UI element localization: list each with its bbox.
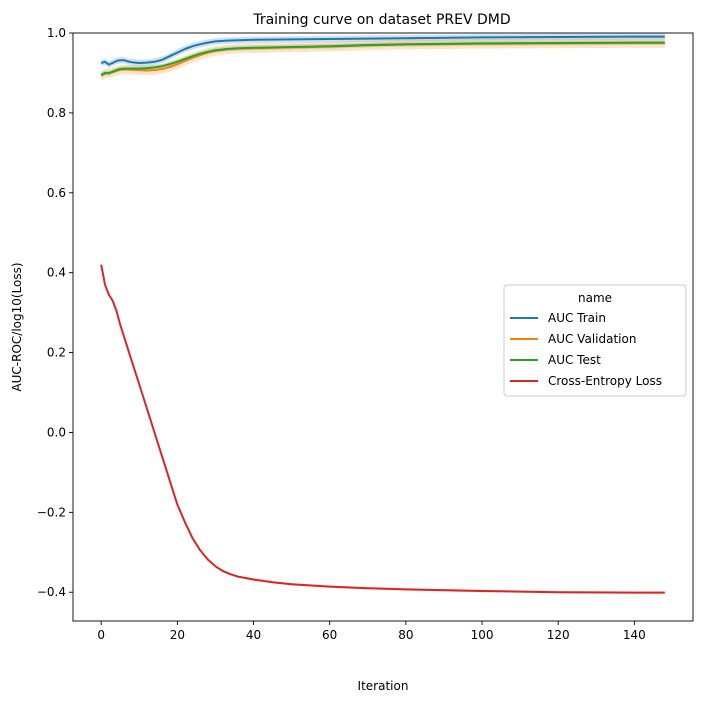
legend-items: AUC Train AUC Validation AUC Test Cross-Ent… bbox=[510, 311, 662, 388]
y-tick-label: 0.2 bbox=[47, 346, 66, 360]
x-tick-label: 40 bbox=[246, 628, 261, 642]
legend-label-auc-validation: AUC Validation bbox=[548, 332, 636, 346]
y-tick-label: 0.6 bbox=[47, 186, 66, 200]
y-tick-label: 0.8 bbox=[47, 106, 66, 120]
plot-area-frame bbox=[72, 32, 694, 622]
legend: name AUC Train AUC Validation AUC Test Cros… bbox=[503, 284, 687, 397]
y-tick-label: 0.4 bbox=[47, 266, 66, 280]
legend-label-cross-entropy-loss: Cross-Entropy Loss bbox=[548, 374, 662, 388]
y-tick-label: 1.0 bbox=[47, 26, 66, 40]
x-tick-label: 60 bbox=[322, 628, 337, 642]
x-tick-label: 0 bbox=[97, 628, 105, 642]
legend-label-auc-train: AUC Train bbox=[548, 311, 606, 325]
y-tick-label: −0.4 bbox=[37, 585, 66, 599]
auc-train-band bbox=[101, 33, 665, 68]
x-tick-label: 120 bbox=[547, 628, 570, 642]
y-axis-label: AUC-ROC/log10(Loss) bbox=[10, 262, 24, 391]
y-tick-label: −0.2 bbox=[37, 505, 66, 519]
x-axis: 0 20 40 60 80 100 120 140 bbox=[97, 621, 646, 642]
y-axis: −0.4 −0.2 0.0 0.2 0.4 0.6 0.8 1.0 bbox=[37, 26, 73, 599]
x-tick-label: 140 bbox=[623, 628, 646, 642]
y-tick-label: 0.0 bbox=[47, 425, 66, 439]
legend-frame bbox=[503, 284, 687, 397]
x-tick-label: 80 bbox=[398, 628, 413, 642]
legend-title: name bbox=[578, 291, 612, 305]
cross-entropy-loss-line bbox=[100, 264, 665, 594]
x-tick-label: 100 bbox=[471, 628, 494, 642]
legend-label-auc-test: AUC Test bbox=[548, 353, 601, 367]
x-tick-label: 20 bbox=[170, 628, 185, 642]
chart-title: Training curve on dataset PREV DMD bbox=[252, 12, 510, 28]
auc-test-line bbox=[100, 41, 665, 76]
auc-train-line bbox=[100, 35, 665, 66]
series-lines bbox=[100, 35, 665, 594]
x-axis-label: Iteration bbox=[358, 679, 409, 693]
